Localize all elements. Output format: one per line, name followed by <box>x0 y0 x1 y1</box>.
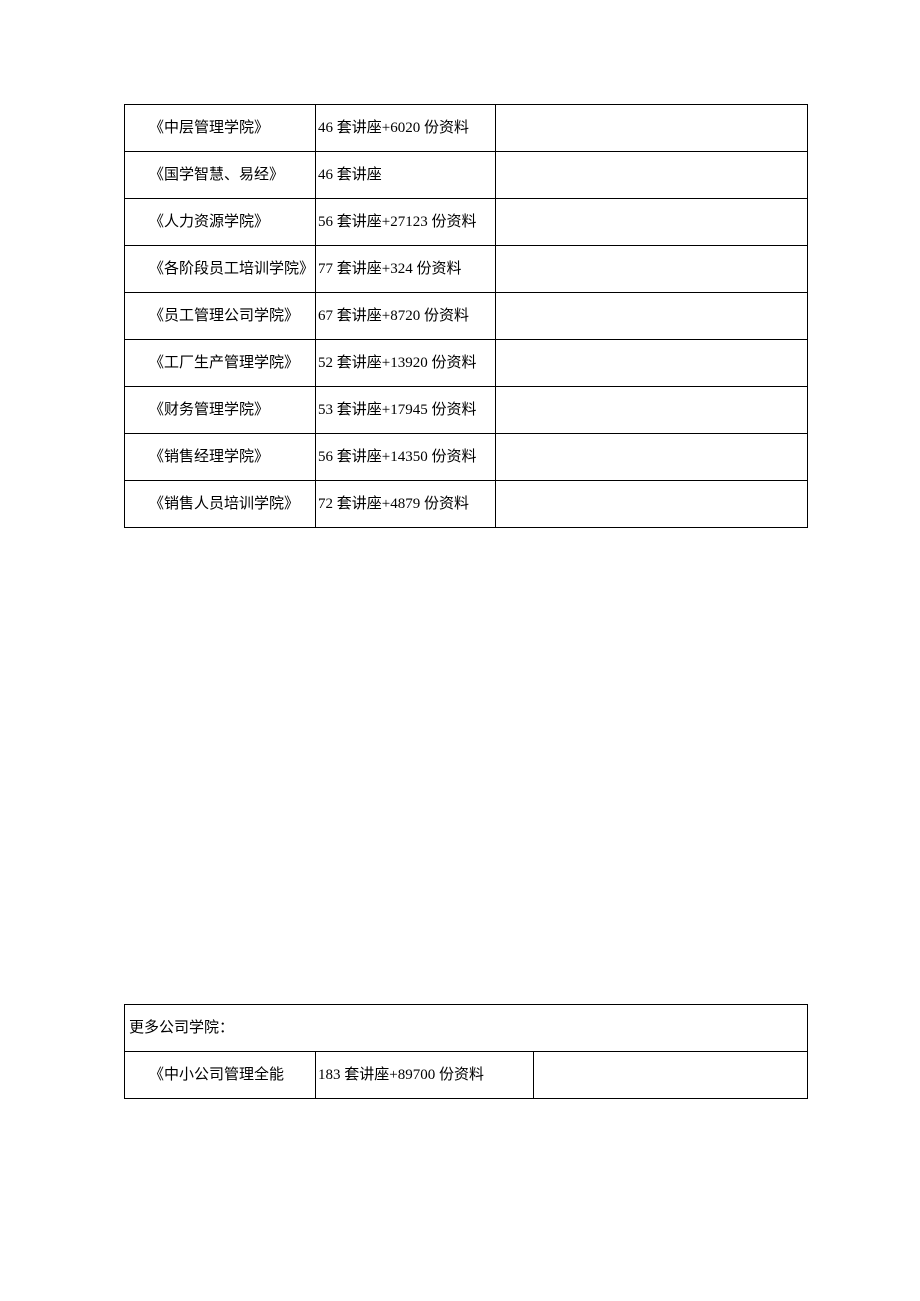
course-name-text: 《财务管理学院》 <box>125 387 315 433</box>
course-desc-cell: 52 套讲座+13920 份资料 <box>316 340 496 387</box>
course-desc-text: 53 套讲座+17945 份资料 <box>316 387 495 433</box>
course-desc-cell: 183 套讲座+89700 份资料 <box>316 1052 534 1099</box>
course-name-text: 《员工管理公司学院》 <box>125 293 315 339</box>
table2-header-row: 更多公司学院： <box>125 1005 808 1052</box>
course-name-cell: 《财务管理学院》 <box>125 387 316 434</box>
course-desc-cell: 67 套讲座+8720 份资料 <box>316 293 496 340</box>
table-row: 《财务管理学院》53 套讲座+17945 份资料 <box>125 387 808 434</box>
course-name-text: 《销售人员培训学院》 <box>125 481 315 527</box>
course-desc-text: 46 套讲座+6020 份资料 <box>316 105 495 151</box>
course-note-cell <box>496 434 808 481</box>
table-row: 《销售经理学院》56 套讲座+14350 份资料 <box>125 434 808 481</box>
course-name-cell: 《各阶段员工培训学院》 <box>125 246 316 293</box>
course-desc-cell: 56 套讲座+14350 份资料 <box>316 434 496 481</box>
table-row: 《员工管理公司学院》67 套讲座+8720 份资料 <box>125 293 808 340</box>
course-note-text <box>496 340 807 344</box>
course-note-cell <box>496 340 808 387</box>
course-note-text <box>496 293 807 297</box>
table-row: 《国学智慧、易经》46 套讲座 <box>125 152 808 199</box>
course-note-text <box>496 246 807 250</box>
course-name-text: 《中层管理学院》 <box>125 105 315 151</box>
course-note-text <box>496 387 807 391</box>
course-desc-cell: 56 套讲座+27123 份资料 <box>316 199 496 246</box>
spacer <box>124 528 808 1004</box>
course-name-text: 《销售经理学院》 <box>125 434 315 480</box>
courses-table-1: 《中层管理学院》46 套讲座+6020 份资料《国学智慧、易经》46 套讲座《人… <box>124 104 808 528</box>
course-name-cell: 《工厂生产管理学院》 <box>125 340 316 387</box>
table-row: 《中小公司管理全能183 套讲座+89700 份资料 <box>125 1052 808 1099</box>
course-note-cell <box>496 387 808 434</box>
course-name-cell: 《销售人员培训学院》 <box>125 481 316 528</box>
course-name-text: 《中小公司管理全能 <box>125 1052 315 1098</box>
course-desc-text: 67 套讲座+8720 份资料 <box>316 293 495 339</box>
course-desc-cell: 46 套讲座+6020 份资料 <box>316 105 496 152</box>
table-row: 《中层管理学院》46 套讲座+6020 份资料 <box>125 105 808 152</box>
course-note-text <box>496 481 807 485</box>
table-row: 《人力资源学院》56 套讲座+27123 份资料 <box>125 199 808 246</box>
course-name-text: 《工厂生产管理学院》 <box>125 340 315 386</box>
course-desc-cell: 72 套讲座+4879 份资料 <box>316 481 496 528</box>
course-name-cell: 《人力资源学院》 <box>125 199 316 246</box>
course-note-text <box>496 152 807 156</box>
course-name-text: 《各阶段员工培训学院》 <box>125 246 315 292</box>
course-name-cell: 《中层管理学院》 <box>125 105 316 152</box>
course-note-cell <box>496 481 808 528</box>
course-note-text <box>496 105 807 109</box>
course-name-cell: 《中小公司管理全能 <box>125 1052 316 1099</box>
courses-table-2: 更多公司学院： 《中小公司管理全能183 套讲座+89700 份资料 <box>124 1004 808 1099</box>
course-desc-text: 183 套讲座+89700 份资料 <box>316 1052 533 1098</box>
course-name-cell: 《员工管理公司学院》 <box>125 293 316 340</box>
course-name-text: 《国学智慧、易经》 <box>125 152 315 198</box>
course-note-text <box>534 1052 807 1056</box>
course-desc-text: 46 套讲座 <box>316 152 495 198</box>
table2-header-cell: 更多公司学院： <box>125 1005 808 1052</box>
course-desc-text: 56 套讲座+27123 份资料 <box>316 199 495 245</box>
table-row: 《各阶段员工培训学院》77 套讲座+324 份资料 <box>125 246 808 293</box>
course-name-text: 《人力资源学院》 <box>125 199 315 245</box>
table-row: 《销售人员培训学院》72 套讲座+4879 份资料 <box>125 481 808 528</box>
course-desc-cell: 46 套讲座 <box>316 152 496 199</box>
course-desc-cell: 53 套讲座+17945 份资料 <box>316 387 496 434</box>
course-desc-text: 72 套讲座+4879 份资料 <box>316 481 495 527</box>
course-note-text <box>496 434 807 438</box>
course-desc-text: 56 套讲座+14350 份资料 <box>316 434 495 480</box>
course-note-cell <box>496 152 808 199</box>
course-note-cell <box>534 1052 808 1099</box>
table2-header-text: 更多公司学院： <box>129 1005 807 1051</box>
course-desc-cell: 77 套讲座+324 份资料 <box>316 246 496 293</box>
course-name-cell: 《销售经理学院》 <box>125 434 316 481</box>
course-note-cell <box>496 199 808 246</box>
course-note-cell <box>496 293 808 340</box>
course-note-text <box>496 199 807 203</box>
course-desc-text: 52 套讲座+13920 份资料 <box>316 340 495 386</box>
course-note-cell <box>496 105 808 152</box>
table-row: 《工厂生产管理学院》52 套讲座+13920 份资料 <box>125 340 808 387</box>
course-desc-text: 77 套讲座+324 份资料 <box>316 246 495 292</box>
course-note-cell <box>496 246 808 293</box>
course-name-cell: 《国学智慧、易经》 <box>125 152 316 199</box>
